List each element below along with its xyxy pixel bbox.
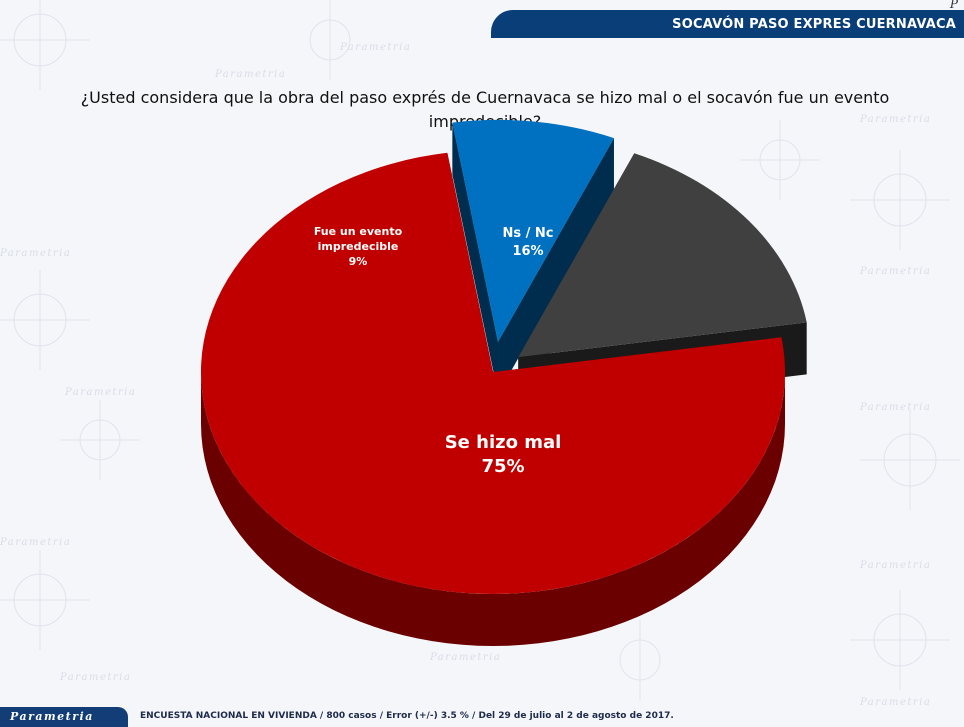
svg-text:Parametria: Parametria <box>64 387 136 398</box>
svg-text:Parametria: Parametria <box>429 652 501 663</box>
pie-slice-2 <box>518 153 807 358</box>
svg-text:Parametria: Parametria <box>339 42 411 53</box>
header-title: SOCAVÓN PASO EXPRES CUERNAVACA <box>672 17 956 32</box>
pie-label-3: Fue un evento impredecible 9% <box>314 225 403 268</box>
header-bar <box>491 10 964 38</box>
svg-text:Parametria: Parametria <box>214 69 286 80</box>
footer-logo: Parametria <box>0 707 128 727</box>
svg-text:Parametria: Parametria <box>0 248 71 259</box>
svg-text:Parametria: Parametria <box>859 114 931 125</box>
pie-label-1: Se hizo mal 75% <box>445 432 562 477</box>
svg-text:Parametria: Parametria <box>59 672 131 683</box>
pie-slice-1 <box>200 152 785 594</box>
corner-letter: P <box>949 0 958 11</box>
pie-slice-edge-3-2 <box>452 122 499 394</box>
svg-text:Parametria: Parametria <box>859 697 931 708</box>
svg-text:Parametria: Parametria <box>0 537 71 548</box>
footer-note: ENCUESTA NACIONAL EN VIVIENDA / 800 caso… <box>140 711 674 721</box>
pie-slice-side-1 <box>201 372 785 646</box>
svg-text:Parametria: Parametria <box>859 560 931 571</box>
svg-text:Parametria: Parametria <box>859 266 931 277</box>
pie-label-2: Ns / Nc 16% <box>502 226 553 259</box>
pie-slice-edge-3-1 <box>498 138 614 394</box>
pie-slice-3 <box>452 119 614 342</box>
svg-text:Parametria: Parametria <box>859 402 931 413</box>
